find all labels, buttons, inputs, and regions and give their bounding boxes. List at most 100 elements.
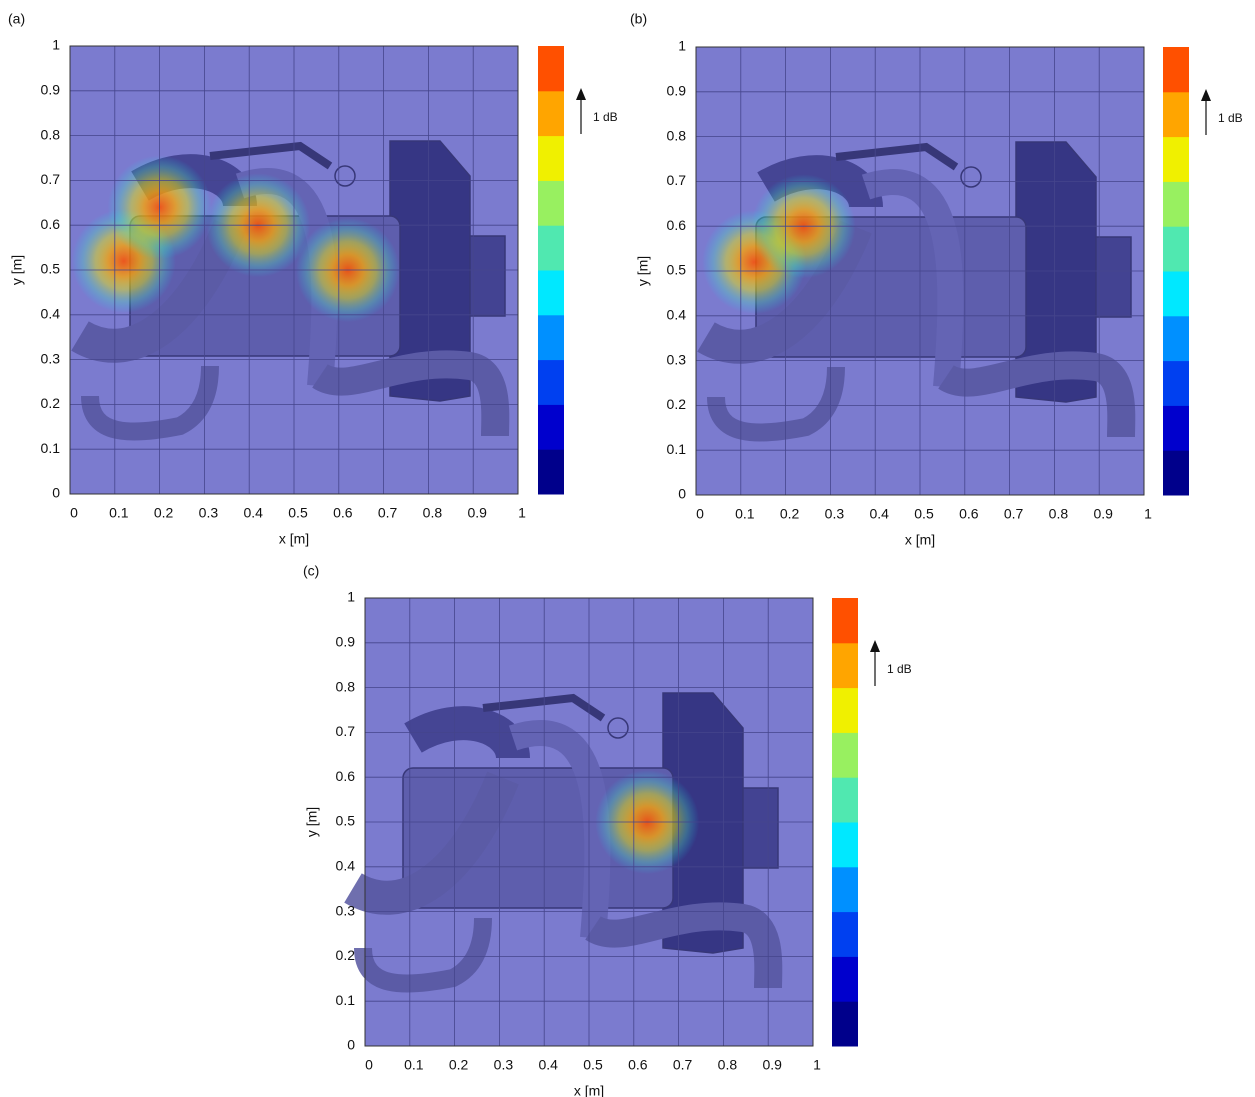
x-tick-label: 0.7: [1004, 506, 1024, 522]
y-axis-label: y [m]: [9, 255, 25, 285]
annotation: 1 dB: [1218, 111, 1243, 125]
y-tick-label: 0.5: [41, 261, 61, 277]
y-axis-label: y [m]: [304, 807, 320, 837]
y-tick-label: 1: [52, 37, 60, 53]
y-tick-label: 0.6: [667, 217, 687, 233]
y-tick-label: 0.8: [41, 126, 61, 142]
colorbar-segment: [832, 1001, 858, 1046]
x-tick-label: 0.4: [243, 505, 263, 521]
x-tick-label: 0.6: [333, 505, 353, 521]
y-tick-label: 0.6: [41, 216, 61, 232]
x-tick-label: 0.1: [404, 1057, 424, 1073]
x-tick-label: 0.5: [914, 506, 934, 522]
annotation-arrowhead: [870, 640, 880, 652]
colorbar-segment: [832, 598, 858, 643]
panel-label: (b): [630, 11, 647, 27]
y-tick-label: 0.3: [667, 351, 687, 367]
y-tick-label: 0.9: [667, 83, 687, 99]
colorbar-segment: [538, 180, 564, 225]
x-tick-label: 0.6: [628, 1057, 648, 1073]
y-tick-label: 0.2: [336, 947, 356, 963]
x-tick-label: 0.1: [735, 506, 755, 522]
colorbar-segment: [538, 315, 564, 360]
y-tick-label: 0.1: [41, 440, 61, 456]
colorbar-segment: [832, 822, 858, 867]
y-tick-label: 0.5: [667, 262, 687, 278]
colorbar-segment: [832, 643, 858, 688]
y-axis-label: y [m]: [635, 256, 651, 286]
y-tick-label: 0: [52, 485, 60, 501]
colorbar-segment: [1163, 316, 1189, 361]
y-tick-label: 0.4: [41, 306, 61, 322]
x-tick-label: 0.2: [780, 506, 800, 522]
x-tick-label: 0.3: [199, 505, 219, 521]
colorbar-segment: [538, 46, 564, 91]
y-tick-label: 0: [347, 1037, 355, 1053]
colorbar-segment: [1163, 137, 1189, 182]
colorbar-segment: [832, 732, 858, 777]
x-tick-label: 0.7: [378, 505, 398, 521]
colorbar-segment: [832, 867, 858, 912]
y-tick-label: 0.6: [336, 768, 356, 784]
colorbar-segment: [538, 225, 564, 270]
x-tick-label: 0.7: [673, 1057, 693, 1073]
colorbar-segment: [538, 270, 564, 315]
colorbar-segment: [538, 136, 564, 181]
colorbar-segment: [1163, 450, 1189, 495]
y-tick-label: 0: [678, 486, 686, 502]
figure: (a) 0 0.1 0.2 0.3 0.4 0.5 0.6 0.7 0.8 0.9 1 0 0.1 0.2 0…: [0, 0, 1255, 1097]
x-tick-label: 0.9: [762, 1057, 782, 1073]
y-tick-label: 0.4: [667, 307, 687, 323]
colorbar-segment: [1163, 47, 1189, 92]
colorbar-segment: [1163, 405, 1189, 450]
x-tick-label: 0.8: [1049, 506, 1069, 522]
y-tick-label: 1: [347, 589, 355, 605]
x-tick-label: 0: [70, 505, 78, 521]
y-tick-label: 0.3: [41, 350, 61, 366]
x-tick-label: 0.9: [1093, 506, 1113, 522]
y-tick-label: 0.2: [41, 395, 61, 411]
colorbar-segment: [832, 688, 858, 733]
y-tick-label: 0.2: [667, 396, 687, 412]
annotation: 1 dB: [593, 110, 618, 124]
annotation-arrowhead: [1201, 89, 1211, 101]
x-axis-label: x [m]: [905, 532, 935, 548]
annotation-arrowhead: [576, 88, 586, 100]
colorbar-segment: [538, 360, 564, 405]
colorbar-segment: [1163, 92, 1189, 137]
colorbar-segment: [832, 956, 858, 1001]
x-tick-label: 0.8: [423, 505, 443, 521]
x-tick-label: 1: [518, 505, 526, 521]
y-tick-label: 1: [678, 38, 686, 54]
y-tick-label: 0.7: [667, 172, 687, 188]
y-tick-label: 0.7: [41, 171, 61, 187]
x-tick-label: 0.1: [109, 505, 129, 521]
x-tick-label: 0.3: [825, 506, 845, 522]
x-tick-label: 0.5: [583, 1057, 603, 1073]
y-tick-label: 0.4: [336, 858, 356, 874]
y-tick-label: 0.9: [336, 634, 356, 650]
y-tick-label: 0.8: [667, 127, 687, 143]
x-tick-label: 0.6: [959, 506, 979, 522]
colorbar-segment: [538, 449, 564, 494]
x-tick-label: 0.9: [467, 505, 487, 521]
x-axis-label: x [m]: [574, 1083, 604, 1097]
x-tick-label: 1: [1144, 506, 1152, 522]
colorbar-segment: [1163, 271, 1189, 316]
annotation: 1 dB: [887, 662, 912, 676]
x-tick-label: 0.3: [494, 1057, 514, 1073]
y-tick-label: 0.1: [667, 441, 687, 457]
colorbar-segment: [1163, 361, 1189, 406]
colorbar-segment: [1163, 181, 1189, 226]
x-tick-label: 0: [696, 506, 704, 522]
y-tick-label: 0.1: [336, 992, 356, 1008]
y-tick-label: 0.5: [336, 813, 356, 829]
colorbar-segment: [832, 912, 858, 957]
colorbar-segment: [538, 91, 564, 136]
x-tick-label: 1: [813, 1057, 821, 1073]
panel-label: (a): [8, 11, 25, 27]
x-tick-label: 0.5: [288, 505, 308, 521]
x-tick-label: 0.4: [869, 506, 889, 522]
x-tick-label: 0.8: [718, 1057, 738, 1073]
y-tick-label: 0.3: [336, 902, 356, 918]
